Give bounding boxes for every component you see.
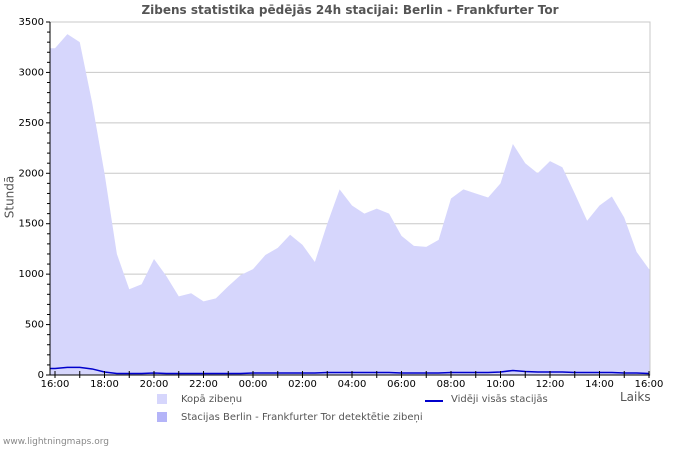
svg-text:22:00: 22:00 — [189, 379, 218, 390]
svg-text:16:00: 16:00 — [41, 379, 70, 390]
legend-line-average — [425, 400, 443, 402]
legend-label-average: Vidēji visās stacijās — [451, 394, 548, 405]
svg-text:0: 0 — [38, 370, 44, 381]
svg-text:12:00: 12:00 — [536, 379, 565, 390]
svg-text:08:00: 08:00 — [437, 379, 466, 390]
svg-text:500: 500 — [25, 320, 44, 331]
svg-text:3500: 3500 — [19, 17, 44, 28]
chart-title: Zibens statistika pēdējās 24h stacijai: … — [141, 3, 559, 17]
svg-text:3000: 3000 — [19, 67, 44, 78]
svg-text:10:00: 10:00 — [486, 379, 515, 390]
svg-text:20:00: 20:00 — [140, 379, 169, 390]
svg-text:2000: 2000 — [19, 168, 44, 179]
legend-label-total: Kopā zibeņu — [181, 394, 243, 405]
x-axis-label: Laiks — [620, 390, 651, 404]
legend-swatch-station — [157, 412, 167, 422]
svg-text:02:00: 02:00 — [288, 379, 317, 390]
svg-text:14:00: 14:00 — [585, 379, 614, 390]
legend-label-station: Stacijas Berlin - Frankfurter Tor detekt… — [181, 412, 423, 423]
svg-text:00:00: 00:00 — [239, 379, 268, 390]
total-lightning-area — [50, 34, 650, 376]
svg-text:1000: 1000 — [19, 269, 44, 280]
x-axis-ticks: 16:00 18:00 20:00 22:00 00:00 02:00 04:00 06:00… — [41, 371, 664, 390]
svg-text:16:00: 16:00 — [635, 379, 664, 390]
svg-text:2500: 2500 — [19, 118, 44, 129]
y-axis-ticks: 0 500 1000 1500 2000 2500 3000 3500 — [19, 17, 50, 381]
legend-swatch-total — [157, 394, 167, 404]
footer-credit: www.lightningmaps.org — [3, 437, 109, 447]
svg-text:1500: 1500 — [19, 219, 44, 230]
svg-text:18:00: 18:00 — [90, 379, 119, 390]
svg-text:04:00: 04:00 — [338, 379, 367, 390]
svg-text:06:00: 06:00 — [387, 379, 416, 390]
